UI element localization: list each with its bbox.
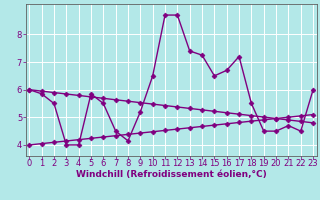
X-axis label: Windchill (Refroidissement éolien,°C): Windchill (Refroidissement éolien,°C): [76, 170, 267, 179]
